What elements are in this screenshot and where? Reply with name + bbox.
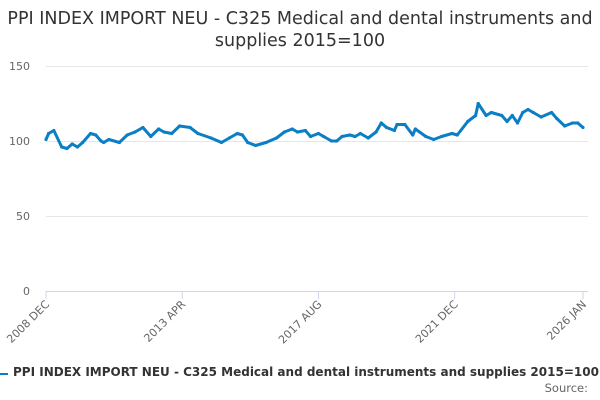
y-tick-label: 100: [9, 135, 30, 148]
data-point[interactable]: [348, 133, 352, 137]
data-point[interactable]: [413, 127, 417, 131]
data-point[interactable]: [219, 140, 224, 145]
data-point[interactable]: [316, 131, 321, 136]
data-point[interactable]: [102, 140, 106, 145]
data-point[interactable]: [450, 131, 454, 136]
data-point[interactable]: [432, 137, 436, 142]
data-point[interactable]: [403, 122, 407, 127]
data-point[interactable]: [47, 131, 51, 136]
data-point[interactable]: [117, 140, 121, 145]
data-point[interactable]: [484, 113, 488, 118]
data-point[interactable]: [274, 136, 279, 140]
data-point[interactable]: [322, 134, 326, 139]
data-point[interactable]: [439, 134, 444, 139]
data-point[interactable]: [353, 134, 357, 139]
legend-line-swatch: [0, 373, 8, 375]
y-axis-ticks: 0 50 100 150: [9, 60, 30, 298]
data-point[interactable]: [581, 125, 585, 130]
data-point[interactable]: [133, 130, 137, 134]
data-point[interactable]: [88, 131, 93, 136]
data-point[interactable]: [531, 110, 535, 115]
x-tick-label: 2021 DEC: [413, 298, 461, 346]
data-point[interactable]: [411, 133, 415, 137]
x-tick-label: 2026 JAN: [544, 298, 589, 343]
y-tick-label: 50: [16, 210, 30, 223]
data-point[interactable]: [466, 119, 470, 124]
data-point[interactable]: [81, 140, 85, 145]
gridlines: [46, 66, 588, 292]
data-point[interactable]: [188, 125, 192, 130]
x-axis-ticks: 2008 DEC 2013 APR 2017 AUG 2021 DEC 2026 JAN: [4, 291, 589, 346]
x-tick-label: 2008 DEC: [4, 298, 52, 346]
data-point[interactable]: [455, 133, 459, 137]
data-point[interactable]: [384, 125, 389, 130]
data-point[interactable]: [209, 136, 213, 140]
data-point[interactable]: [358, 131, 362, 136]
series-group: [44, 101, 585, 151]
data-point[interactable]: [149, 134, 153, 139]
chart-title: PPI INDEX IMPORT NEU - C325 Medical and …: [7, 9, 593, 51]
data-point[interactable]: [157, 127, 161, 131]
data-point[interactable]: [264, 140, 268, 145]
data-point[interactable]: [392, 128, 396, 133]
data-point[interactable]: [521, 110, 525, 115]
data-point[interactable]: [65, 146, 69, 151]
data-point[interactable]: [303, 128, 307, 133]
data-point[interactable]: [549, 110, 554, 115]
data-point[interactable]: [570, 121, 575, 125]
data-point[interactable]: [476, 101, 480, 106]
data-point[interactable]: [395, 122, 399, 127]
data-point[interactable]: [290, 127, 294, 131]
data-point[interactable]: [52, 128, 56, 133]
data-point[interactable]: [374, 130, 378, 134]
data-point[interactable]: [474, 113, 478, 118]
data-point[interactable]: [235, 131, 239, 136]
y-tick-label: 150: [9, 60, 30, 73]
data-point[interactable]: [510, 113, 514, 118]
data-point[interactable]: [308, 134, 313, 139]
data-point[interactable]: [295, 130, 300, 134]
x-tick-label: 2013 APR: [141, 298, 188, 345]
data-point[interactable]: [196, 131, 200, 136]
data-point[interactable]: [253, 143, 258, 148]
data-point[interactable]: [539, 115, 543, 119]
data-point[interactable]: [162, 130, 166, 134]
data-point[interactable]: [246, 140, 250, 145]
data-point[interactable]: [340, 134, 344, 139]
data-point[interactable]: [94, 133, 98, 137]
data-point[interactable]: [424, 134, 428, 139]
line-chart: 0 50 100 150 2008 DEC 2013 APR 2017 AUG 2021 D…: [4, 60, 589, 346]
data-point[interactable]: [563, 124, 567, 128]
x-tick-label: 2017 AUG: [276, 298, 325, 347]
data-point[interactable]: [141, 125, 145, 130]
data-point[interactable]: [107, 137, 111, 142]
data-point[interactable]: [227, 136, 231, 140]
y-tick-label: 0: [23, 285, 30, 298]
data-point[interactable]: [125, 133, 129, 137]
data-point[interactable]: [515, 121, 520, 125]
data-point[interactable]: [505, 119, 509, 124]
data-point[interactable]: [576, 121, 580, 125]
data-point[interactable]: [489, 110, 493, 115]
data-point[interactable]: [329, 139, 334, 143]
legend-label: PPI INDEX IMPORT NEU - C325 Medical and …: [13, 365, 599, 379]
legend[interactable]: PPI INDEX IMPORT NEU - C325 Medical and …: [0, 360, 600, 380]
data-point[interactable]: [555, 116, 559, 121]
data-point[interactable]: [70, 142, 74, 146]
data-point[interactable]: [170, 131, 174, 136]
data-point[interactable]: [240, 133, 245, 137]
data-point[interactable]: [44, 137, 48, 142]
data-point[interactable]: [60, 145, 64, 149]
data-point[interactable]: [366, 136, 370, 140]
data-point[interactable]: [99, 139, 103, 143]
data-point[interactable]: [177, 124, 182, 128]
data-point[interactable]: [75, 145, 80, 149]
data-point[interactable]: [282, 130, 286, 134]
data-point[interactable]: [500, 113, 504, 118]
data-point[interactable]: [379, 121, 383, 125]
data-point[interactable]: [526, 107, 530, 112]
source-label: Source:: [544, 381, 588, 395]
data-point[interactable]: [335, 139, 339, 143]
